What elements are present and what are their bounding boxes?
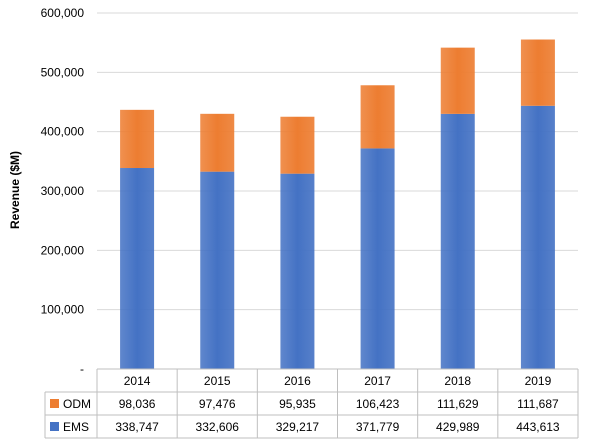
data-label-ems: 371,779: [356, 420, 400, 434]
data-label-odm: 97,476: [199, 397, 236, 411]
y-axis-label: Revenue ($M): [8, 151, 22, 229]
data-label-odm: 111,687: [517, 397, 559, 411]
bar-odm-2017: [360, 85, 395, 149]
data-label-odm: 106,423: [356, 397, 400, 411]
bar-odm-2018: [440, 47, 475, 114]
bar-ems-2015: [200, 171, 235, 369]
bar-odm-2014: [120, 109, 155, 169]
gridlines: [97, 12, 578, 370]
bars: [120, 39, 555, 370]
y-tick-label: 400,000: [41, 125, 85, 139]
y-tick-label: 100,000: [41, 303, 85, 317]
data-label-ems: 338,747: [115, 420, 159, 434]
x-tick-label: 2016: [284, 374, 311, 388]
data-table: 2014 2015 2016 2017 2018 2019 ODM 98,036 97,476 9…: [44, 368, 579, 439]
y-tick-label: 200,000: [41, 243, 85, 257]
x-tick-label: 2018: [444, 374, 471, 388]
bar-odm-2015: [200, 113, 235, 172]
x-tick-label: 2015: [204, 374, 231, 388]
y-tick-label: 300,000: [41, 184, 85, 198]
legend-swatch-ems: [50, 422, 59, 431]
bar-ems-2014: [120, 168, 155, 369]
bar-ems-2016: [280, 173, 315, 369]
data-label-ems: 332,606: [196, 420, 240, 434]
bar-ems-2019: [520, 105, 555, 370]
x-tick-label: 2017: [364, 374, 391, 388]
bar-odm-2016: [280, 116, 315, 174]
data-label-ems: 429,989: [436, 420, 480, 434]
bar-ems-2017: [360, 148, 395, 369]
data-label-ems: 329,217: [276, 420, 320, 434]
data-label-odm: 111,629: [437, 397, 479, 411]
y-tick-label: -: [80, 362, 84, 376]
legend-label-ems: EMS: [63, 420, 89, 434]
data-label-ems: 443,613: [516, 420, 560, 434]
y-tick-label: 600,000: [41, 6, 85, 20]
bar-ems-2018: [440, 113, 475, 369]
data-label-odm: 98,036: [119, 397, 156, 411]
legend-label-odm: ODM: [63, 397, 91, 411]
x-tick-label: 2014: [124, 374, 151, 388]
data-label-odm: 95,935: [279, 397, 316, 411]
y-axis-ticks: - 100,000 200,000 300,000 400,000 500,000 600,…: [41, 6, 85, 376]
legend-swatch-odm: [50, 399, 59, 408]
x-tick-label: 2019: [525, 374, 552, 388]
y-tick-label: 500,000: [41, 65, 85, 79]
bar-odm-2019: [520, 39, 555, 106]
